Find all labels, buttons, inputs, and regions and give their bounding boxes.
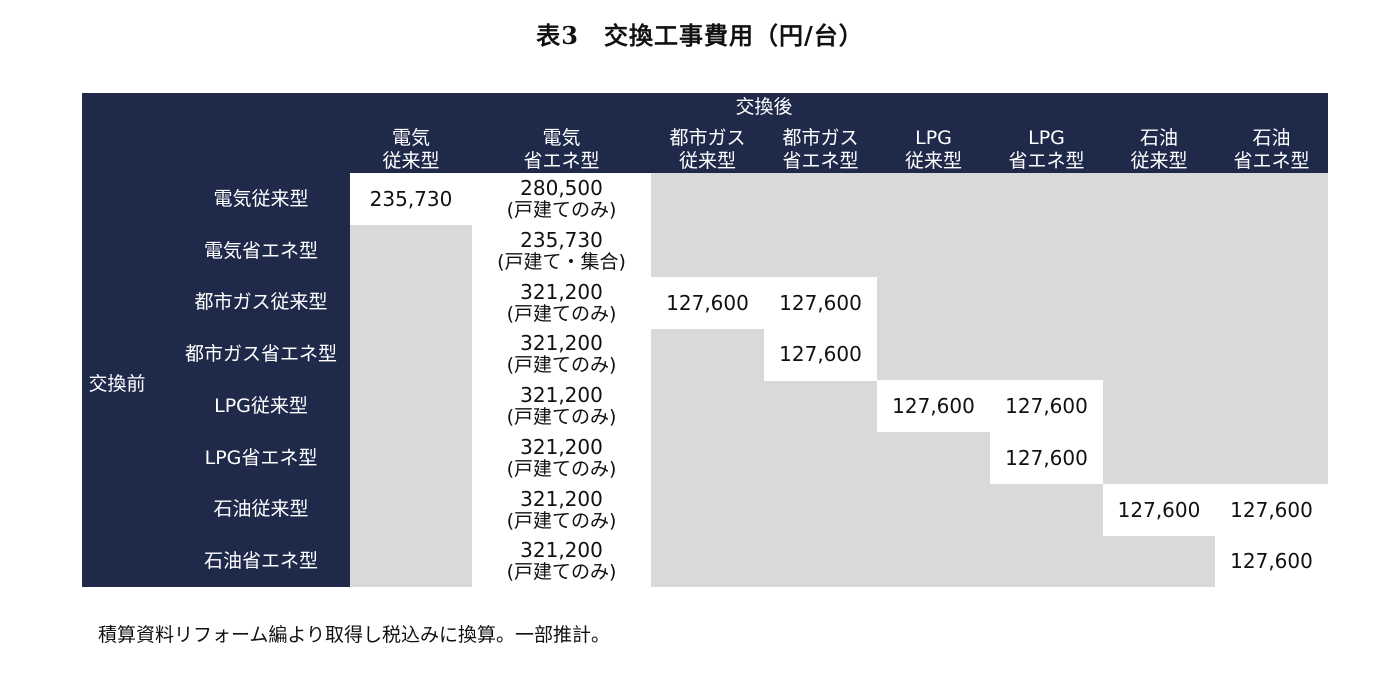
column-header-line1: 都市ガス <box>782 127 859 149</box>
table-cell: 280,500 (戸建てのみ) <box>472 173 651 226</box>
cell-note: (戸建てのみ) <box>506 509 617 532</box>
cell-value: 280,500 <box>520 176 603 201</box>
column-header-line1: LPG <box>915 127 952 149</box>
column-header-line1: 石油 <box>1252 127 1291 149</box>
column-header: LPG 従来型 <box>877 115 990 173</box>
table-cell: 321,200 (戸建てのみ) <box>472 535 651 588</box>
cell-value: 321,200 <box>520 538 603 563</box>
table-cell: 127,600 <box>877 380 990 433</box>
row-label: 電気従来型 <box>213 187 309 210</box>
table-cell: 235,730 (戸建て・集合) <box>472 224 651 277</box>
cell-note: (戸建てのみ) <box>506 302 617 325</box>
column-header-line1: 石油 <box>1139 127 1178 149</box>
cell-value: 235,730 <box>520 227 603 252</box>
column-header-line1: 電気 <box>391 127 430 149</box>
cell-value: 127,600 <box>1005 445 1088 470</box>
cell-value: 127,600 <box>1005 394 1088 419</box>
cell-value: 127,600 <box>779 290 862 315</box>
column-header-line1: 都市ガス <box>669 127 746 149</box>
column-header-line2: 従来型 <box>904 150 962 172</box>
cell-value: 321,200 <box>520 486 603 511</box>
cell-note: (戸建てのみ) <box>506 199 617 222</box>
cell-note: (戸建てのみ) <box>506 457 617 480</box>
column-header-line2: 省エネ型 <box>1008 150 1085 172</box>
column-header-line2: 従来型 <box>1130 150 1188 172</box>
cell-value: 127,600 <box>892 394 975 419</box>
cell-value: 127,600 <box>779 342 862 367</box>
row-label: 都市ガス省エネ型 <box>184 343 337 366</box>
after-label: 交換後 <box>735 95 793 118</box>
cell-value: 235,730 <box>369 187 453 212</box>
column-header-line2: 従来型 <box>382 150 440 172</box>
cell-note: (戸建てのみ) <box>506 561 617 584</box>
column-header-line2: 省エネ型 <box>782 150 859 172</box>
column-header: 電気 省エネ型 <box>472 115 651 173</box>
column-header-line1: 電気 <box>542 127 581 149</box>
table-cell: 321,200 (戸建てのみ) <box>472 328 651 381</box>
column-header: 石油 従来型 <box>1103 115 1215 173</box>
row-label: 電気省エネ型 <box>203 239 318 262</box>
cell-value: 321,200 <box>520 383 603 408</box>
cell-value: 127,600 <box>666 290 749 315</box>
table-cell: 127,600 <box>1103 483 1215 536</box>
cost-table: 交換後 交換前 電気 従来型 電気 省エネ型 都市ガス 従来型 都市ガス 省エネ型 LPG 従来型… <box>82 93 1328 588</box>
row-label: LPG従来型 <box>214 394 308 417</box>
table-title: 表3 交換工事費用（円/台） <box>536 21 864 50</box>
table-cell: 127,600 <box>764 276 877 329</box>
table-cell: 127,600 <box>1215 535 1328 588</box>
before-label: 交換前 <box>88 373 146 396</box>
table-cell: 127,600 <box>990 380 1103 433</box>
column-header: 都市ガス 省エネ型 <box>764 115 877 173</box>
cell-note: (戸建てのみ) <box>506 406 617 429</box>
row-label: 石油従来型 <box>213 498 309 521</box>
cell-value: 321,200 <box>520 279 603 304</box>
column-header-line2: 従来型 <box>678 150 736 172</box>
column-header: LPG 省エネ型 <box>990 115 1103 173</box>
table-cell: 321,200 (戸建てのみ) <box>472 431 651 484</box>
column-header-line2: 省エネ型 <box>523 150 600 172</box>
footnote: 積算資料リフォーム編より取得し税込みに換算。一部推計。 <box>98 624 611 646</box>
table-cell: 321,200 (戸建てのみ) <box>472 276 651 329</box>
table-cell: 321,200 (戸建てのみ) <box>472 380 651 433</box>
cell-value: 321,200 <box>520 331 603 356</box>
column-header: 都市ガス 従来型 <box>651 115 764 173</box>
table-cell: 127,600 <box>651 276 764 329</box>
column-header-line2: 省エネ型 <box>1233 150 1310 172</box>
table-cell: 235,730 <box>350 173 472 226</box>
cell-note: (戸建て・集合) <box>497 250 626 273</box>
table-cell: 127,600 <box>764 328 877 381</box>
row-label: 石油省エネ型 <box>203 550 318 573</box>
cell-value: 127,600 <box>1230 549 1313 574</box>
row-label: 都市ガス従来型 <box>194 291 328 314</box>
table-cell: 321,200 (戸建てのみ) <box>472 483 651 536</box>
row-label: LPG省エネ型 <box>204 446 318 469</box>
column-header-line1: LPG <box>1028 127 1065 149</box>
table-cell: 127,600 <box>1215 483 1328 536</box>
column-header: 石油 省エネ型 <box>1215 115 1328 173</box>
table-cell: 127,600 <box>990 431 1103 484</box>
cell-value: 127,600 <box>1230 497 1313 522</box>
cell-value: 321,200 <box>520 434 603 459</box>
cell-note: (戸建てのみ) <box>506 354 617 377</box>
cell-value: 127,600 <box>1117 497 1201 522</box>
column-header: 電気 従来型 <box>350 115 472 173</box>
